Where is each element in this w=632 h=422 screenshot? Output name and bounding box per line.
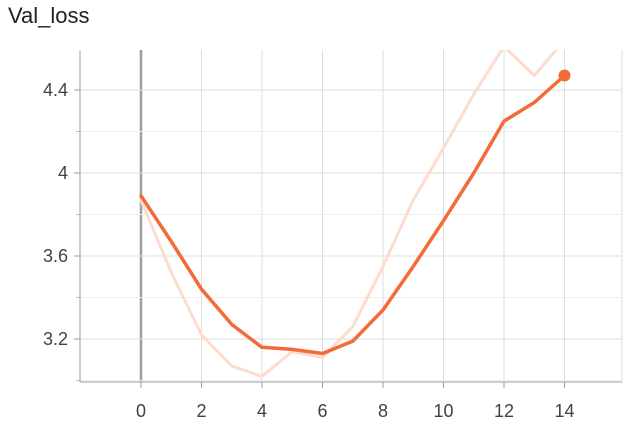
- x-tick-label-8: 8: [378, 401, 388, 421]
- series-markers: [558, 69, 571, 82]
- tick-labels: 0 2 4 6 8 10 12 14 3.2 3.6 4 4.4: [43, 80, 575, 421]
- grid-lines: [79, 50, 623, 382]
- x-tick-label-10: 10: [433, 401, 453, 421]
- chart-title: Val_loss: [8, 3, 90, 28]
- y-tick-label-3.2: 3.2: [43, 329, 68, 349]
- axes: [74, 50, 622, 388]
- x-tick-label-4: 4: [257, 401, 267, 421]
- series-end-marker: [558, 69, 571, 82]
- series-line-smoothed: [139, 73, 567, 356]
- series-line-raw: [139, 50, 559, 378]
- x-tick-label-2: 2: [196, 401, 206, 421]
- y-tick-label-3.6: 3.6: [43, 246, 68, 266]
- y-tick-label-4.4: 4.4: [43, 80, 68, 100]
- y-tick-label-4: 4: [58, 163, 68, 183]
- x-tick-label-6: 6: [317, 401, 327, 421]
- x-tick-label-14: 14: [554, 401, 574, 421]
- x-tick-label-12: 12: [494, 401, 514, 421]
- series-lines: [139, 50, 567, 378]
- x-tick-label-0: 0: [136, 401, 146, 421]
